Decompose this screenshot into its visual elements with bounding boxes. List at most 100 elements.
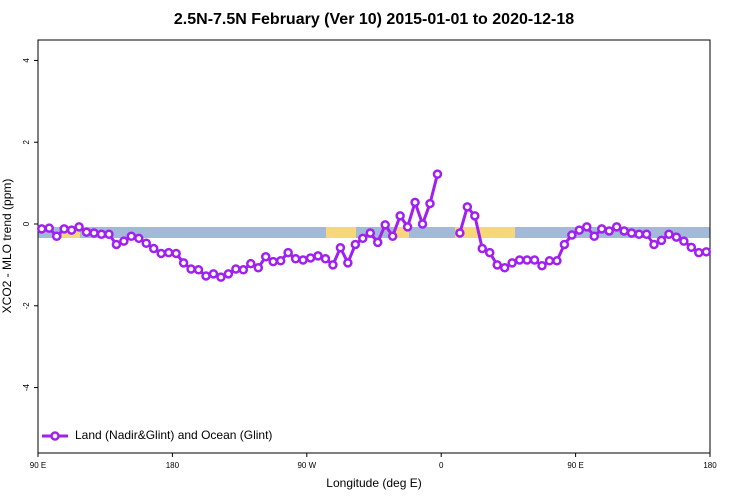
point [59, 224, 69, 234]
point [567, 230, 577, 240]
point [358, 233, 368, 244]
point [611, 222, 622, 232]
plot-frame [37, 39, 711, 454]
chart-title: 2.5N-7.5N February (Ver 10) 2015-01-01 t… [174, 11, 574, 28]
point [253, 263, 264, 273]
x-tick-label: 90 W [297, 461, 316, 470]
point [694, 247, 704, 258]
y-tick-label: 4 [22, 58, 31, 63]
legend-label: Land (Nadir&Glint) and Ocean (Glint) [75, 428, 272, 442]
point [604, 226, 614, 236]
point [455, 228, 465, 238]
land-band [395, 227, 409, 238]
point [44, 223, 54, 233]
point [148, 243, 159, 254]
point [134, 233, 144, 244]
point [111, 239, 122, 250]
point [477, 243, 488, 254]
point [268, 256, 278, 267]
point [470, 211, 480, 221]
point [537, 260, 547, 271]
land-band [326, 227, 356, 238]
point [163, 247, 174, 258]
point [260, 251, 271, 262]
point [313, 251, 323, 261]
point [216, 272, 226, 282]
x-tick-label: 90 E [567, 461, 583, 470]
point [664, 229, 674, 239]
point [626, 228, 637, 238]
point [305, 253, 316, 263]
point [596, 224, 607, 234]
point [679, 236, 689, 246]
point [656, 235, 667, 246]
point [484, 247, 495, 258]
point [507, 258, 517, 268]
point [641, 229, 652, 239]
y-tick-label: 0 [22, 221, 31, 226]
point [74, 222, 84, 232]
point [186, 264, 196, 274]
y-tick-label: -2 [22, 302, 31, 310]
x-tick-label: 180 [703, 461, 717, 470]
point [649, 239, 659, 250]
point [201, 271, 211, 281]
point [499, 263, 510, 273]
land-band [455, 227, 515, 238]
point [119, 236, 129, 246]
point [298, 255, 308, 265]
point [193, 265, 204, 275]
point [178, 258, 189, 268]
point [552, 256, 562, 266]
point [320, 254, 331, 264]
point [425, 198, 435, 209]
point [589, 231, 600, 242]
point [582, 222, 592, 232]
point [51, 231, 62, 242]
point [104, 229, 114, 239]
point [246, 258, 256, 269]
point [290, 254, 301, 264]
x-tick-label: 0 [439, 461, 444, 470]
x-tick-label: 90 E [30, 461, 46, 470]
y-axis-label: XCO2 - MLO trend (ppm) [0, 179, 14, 314]
point [432, 169, 443, 179]
point [544, 256, 555, 266]
y-tick-label: -4 [22, 383, 31, 391]
point [372, 237, 383, 248]
point [335, 242, 346, 253]
point [417, 219, 428, 229]
point [574, 225, 585, 235]
series-line [41, 173, 707, 279]
point [89, 228, 99, 238]
point [328, 260, 338, 270]
point [634, 229, 644, 239]
point [410, 197, 420, 208]
point [395, 211, 405, 221]
point [36, 224, 47, 234]
point [223, 269, 234, 279]
point [462, 202, 473, 212]
point [96, 229, 107, 239]
y-tick-label: 2 [22, 139, 31, 144]
point [81, 227, 92, 237]
point [171, 248, 181, 259]
point [686, 242, 697, 253]
point [208, 269, 219, 279]
point [238, 265, 249, 275]
x-tick-label: 180 [166, 461, 180, 470]
point [671, 232, 682, 242]
point [492, 260, 502, 270]
point [231, 264, 241, 274]
point [350, 239, 361, 250]
point [141, 238, 152, 248]
point [283, 247, 293, 258]
point [387, 231, 398, 242]
point [514, 255, 525, 265]
point [380, 220, 390, 230]
point [402, 222, 413, 232]
x-axis-label: Longitude (deg E) [326, 476, 421, 490]
point [522, 255, 532, 265]
point [156, 248, 166, 259]
